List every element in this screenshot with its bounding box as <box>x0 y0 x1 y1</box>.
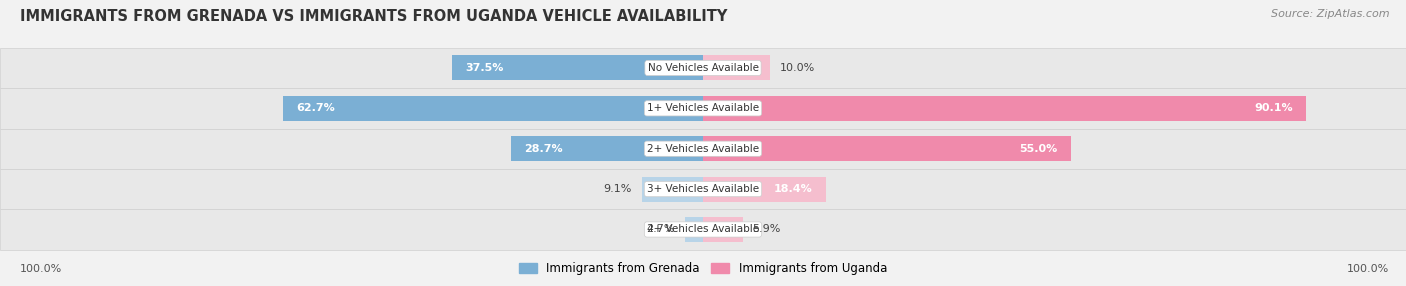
Text: 2+ Vehicles Available: 2+ Vehicles Available <box>647 144 759 154</box>
Legend: Immigrants from Grenada, Immigrants from Uganda: Immigrants from Grenada, Immigrants from… <box>515 258 891 280</box>
Text: 4+ Vehicles Available: 4+ Vehicles Available <box>647 225 759 235</box>
Text: 37.5%: 37.5% <box>465 63 503 73</box>
Text: 9.1%: 9.1% <box>603 184 633 194</box>
Bar <box>685 217 703 242</box>
Text: 5.9%: 5.9% <box>752 225 780 235</box>
Text: IMMIGRANTS FROM GRENADA VS IMMIGRANTS FROM UGANDA VEHICLE AVAILABILITY: IMMIGRANTS FROM GRENADA VS IMMIGRANTS FR… <box>20 9 727 23</box>
Bar <box>703 96 1306 121</box>
Bar <box>0 48 1406 88</box>
Text: 100.0%: 100.0% <box>1347 264 1389 274</box>
Bar <box>703 136 1071 161</box>
Bar <box>510 136 703 161</box>
Text: 10.0%: 10.0% <box>780 63 815 73</box>
Text: No Vehicles Available: No Vehicles Available <box>648 63 758 73</box>
Text: 1+ Vehicles Available: 1+ Vehicles Available <box>647 103 759 113</box>
Bar <box>0 209 1406 250</box>
Bar <box>451 55 703 80</box>
Text: 18.4%: 18.4% <box>775 184 813 194</box>
Bar <box>703 217 742 242</box>
Text: 28.7%: 28.7% <box>524 144 562 154</box>
Bar <box>0 128 1406 169</box>
Bar <box>643 176 703 202</box>
Text: Source: ZipAtlas.com: Source: ZipAtlas.com <box>1271 9 1389 19</box>
Bar <box>0 169 1406 209</box>
Text: 100.0%: 100.0% <box>20 264 62 274</box>
Text: 62.7%: 62.7% <box>297 103 336 113</box>
Bar <box>703 176 827 202</box>
Bar <box>703 55 770 80</box>
Text: 2.7%: 2.7% <box>647 225 675 235</box>
Text: 90.1%: 90.1% <box>1254 103 1294 113</box>
Bar <box>0 88 1406 128</box>
Text: 55.0%: 55.0% <box>1019 144 1057 154</box>
Text: 3+ Vehicles Available: 3+ Vehicles Available <box>647 184 759 194</box>
Bar <box>283 96 703 121</box>
